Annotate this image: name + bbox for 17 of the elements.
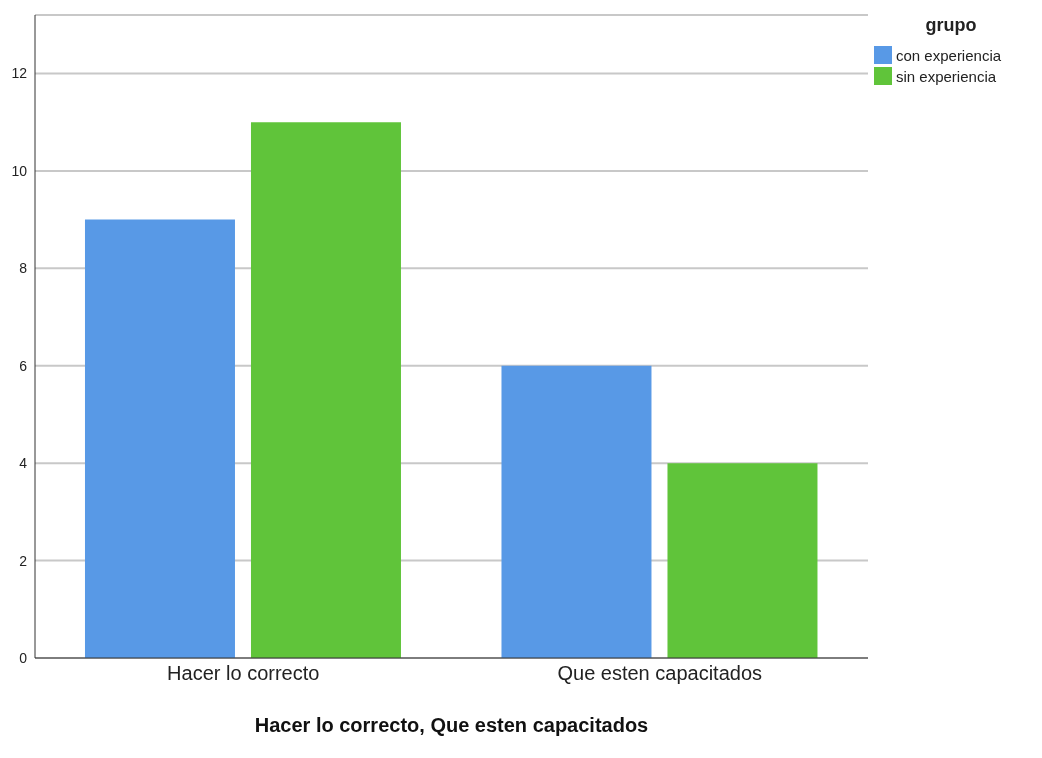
x-tick-label: Que esten capacitados [557,662,763,685]
y-tick-label: 2 [19,552,28,569]
y-tick-label: 8 [19,260,28,277]
legend-label: con experiencia [896,46,1002,64]
bar [501,365,652,658]
y-tick-label: 12 [11,65,28,82]
legend-label: sin experiencia [896,67,997,85]
x-axis-title: Hacer lo correcto, Que esten capacitados [254,714,649,736]
y-tick-label: 10 [11,162,28,179]
y-tick-label: 4 [19,455,28,472]
x-tick-label: Hacer lo correcto [167,662,320,685]
y-tick-label: 0 [19,649,28,666]
bar [667,463,818,658]
bar [84,219,235,658]
y-tick-label: 6 [19,357,28,374]
legend-title: grupo [924,15,978,36]
bar [250,122,401,658]
